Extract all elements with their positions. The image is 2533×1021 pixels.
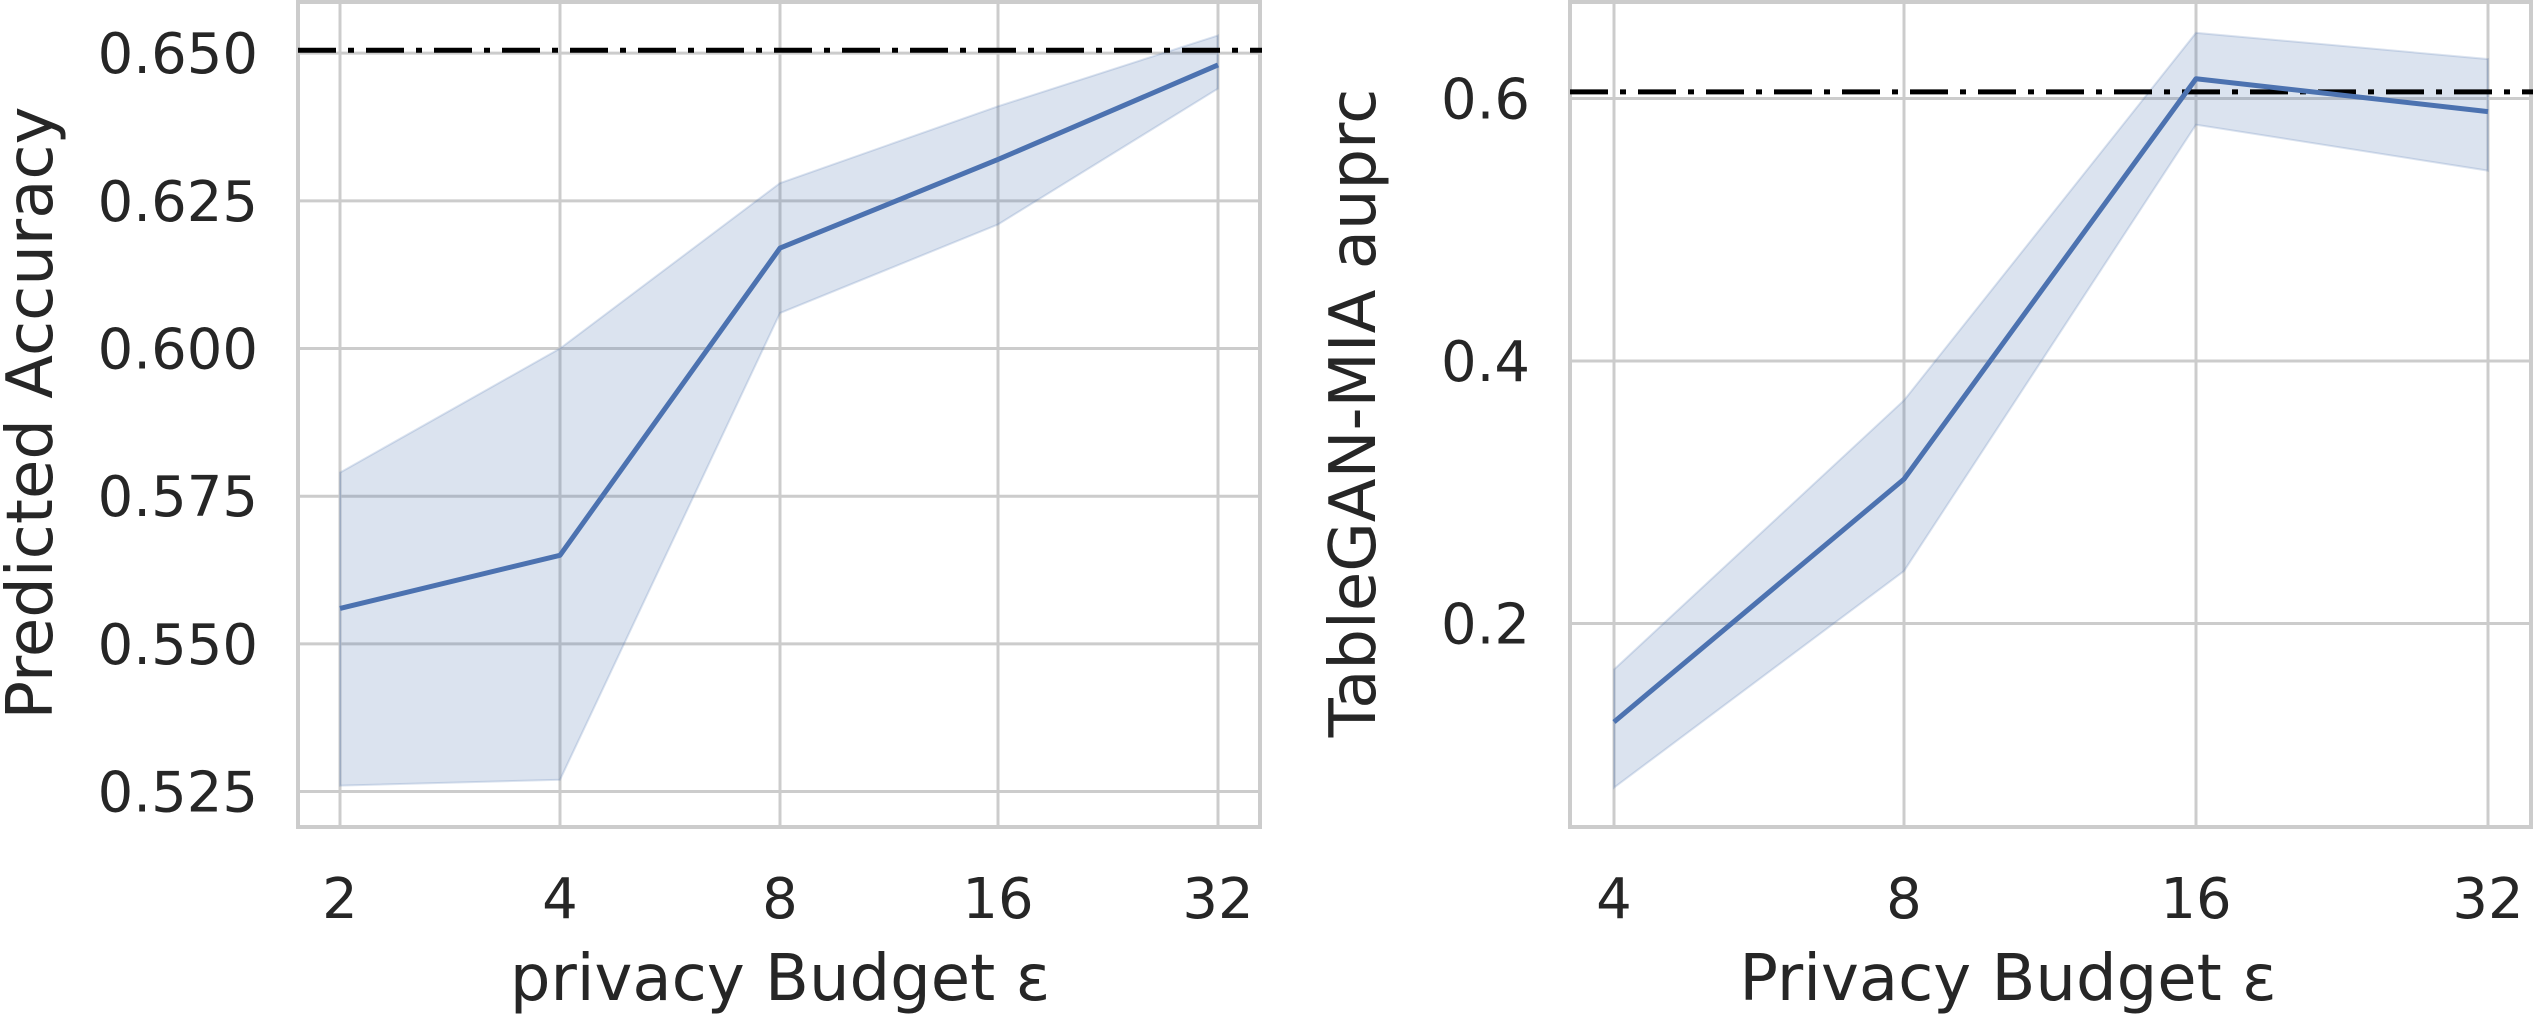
x-tick-label: 16 xyxy=(962,867,1033,932)
confidence-band xyxy=(1613,31,2489,790)
y-tick-label: 0.575 xyxy=(98,465,258,530)
y-tick-label: 0.4 xyxy=(1441,330,1530,395)
x-tick-label: 8 xyxy=(1886,867,1922,932)
x-axis-label: Privacy Budget ε xyxy=(1739,942,2276,1016)
x-axis-label: privacy Budget ε xyxy=(510,942,1050,1016)
y-tick-label: 0.2 xyxy=(1441,593,1530,658)
y-tick-label: 0.600 xyxy=(98,318,258,383)
x-tick-label: 4 xyxy=(542,867,578,932)
plot-frame xyxy=(296,0,1262,829)
y-axis-label: TableGAN-MIA auprc xyxy=(1317,89,1391,739)
series-line xyxy=(339,62,1219,611)
x-tick-label: 16 xyxy=(2160,867,2231,932)
x-tick-label: 32 xyxy=(2452,867,2523,932)
y-tick-label: 0.525 xyxy=(98,761,258,826)
x-tick-label: 2 xyxy=(322,867,358,932)
x-tick-label: 32 xyxy=(1182,867,1253,932)
y-tick-label: 0.625 xyxy=(98,170,258,235)
accuracy-chart: 2 4 8 16 32 0.525 0.550 0.575 0.600 0.625 0.650 pri… xyxy=(0,0,1262,1016)
x-tick-label: 8 xyxy=(762,867,798,932)
y-tick-label: 0.6 xyxy=(1441,67,1530,132)
y-tick-label: 0.650 xyxy=(98,22,258,87)
mia-auprc-chart: 4 8 16 32 0.2 0.4 0.6 Privacy Budget ε TableGAN-… xyxy=(1317,0,2533,1016)
y-tick-label: 0.550 xyxy=(98,613,258,678)
x-tick-label: 4 xyxy=(1596,867,1632,932)
series-line xyxy=(1612,76,2489,724)
plot-frame xyxy=(1568,0,2533,829)
confidence-band xyxy=(339,34,1219,787)
y-axis-label: Predicted Accuracy xyxy=(0,107,68,720)
